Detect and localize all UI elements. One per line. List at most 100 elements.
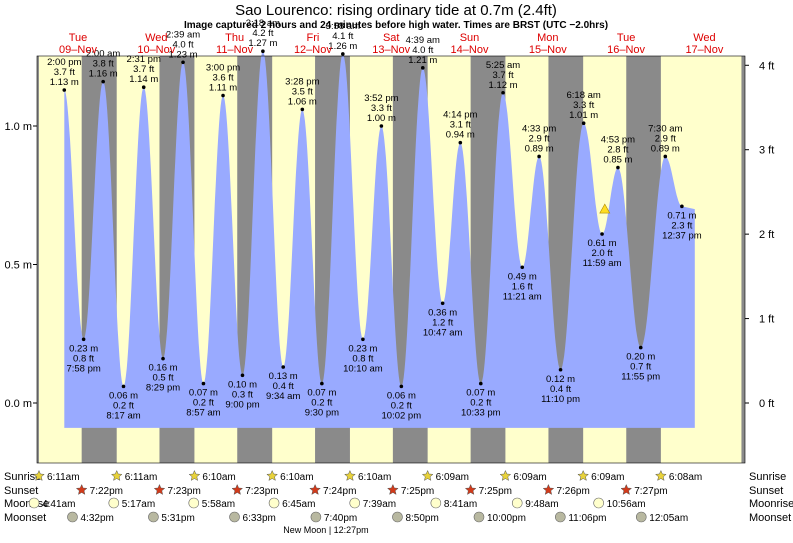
- tide-point: [361, 337, 365, 342]
- sunset-star-icon: [75, 483, 88, 495]
- day-date: 11–Nov: [216, 44, 254, 56]
- tide-label-line: 10:10 am: [343, 363, 383, 374]
- tide-label-line: 0.8 ft: [73, 353, 94, 364]
- day-date: 14–Nov: [451, 44, 489, 56]
- tide-label-line: 1.16 m: [89, 69, 118, 80]
- tide-label-line: 1.13 m: [50, 77, 79, 88]
- tide-label-line: 10:47 am: [423, 327, 463, 338]
- tide-point: [181, 60, 185, 65]
- tide-point: [520, 265, 525, 270]
- moonrise-moon-icon: [188, 497, 200, 509]
- tide-label-line: 10:02 pm: [382, 410, 422, 421]
- tide-point: [600, 232, 604, 236]
- tide-label-line: 0.07 m: [466, 388, 495, 399]
- y-right-tick-label: 0 ft: [759, 398, 774, 410]
- tide-label-line: 0.2 ft: [113, 400, 134, 411]
- sunset-star-icon: [620, 483, 633, 495]
- tide-point: [141, 85, 146, 90]
- sunset-star-icon: [464, 483, 477, 495]
- tide-point: [616, 165, 620, 170]
- tide-label-line: 0.2 ft: [470, 398, 491, 409]
- moonset-moon-icon: [67, 511, 78, 523]
- moonrise-time: 10:56am: [607, 499, 646, 510]
- tide-label-line: 4:33 pm: [522, 123, 556, 134]
- tide-point: [420, 66, 425, 70]
- moonset-moon-icon: [229, 511, 240, 523]
- tide-label-line: 4.1 ft: [332, 31, 353, 42]
- moonset-time: 7:40pm: [324, 513, 357, 524]
- tide-label-line: 3.3 ft: [371, 103, 392, 114]
- tide-label-line: 2.8 ft: [607, 145, 628, 156]
- moonset-time: 5:31pm: [161, 513, 194, 524]
- sunset-time: 7:25pm: [401, 486, 434, 497]
- tide-label-line: 2:39 am: [166, 29, 200, 40]
- tide-label-line: 3.7 ft: [492, 70, 513, 81]
- tide-point: [201, 381, 206, 386]
- tide-point: [501, 90, 505, 95]
- y-left-tick-label: 0.5 m: [4, 260, 32, 272]
- moonset-moon-icon: [310, 511, 322, 523]
- tide-label-line: 2:00 am: [86, 49, 120, 60]
- tide-label-line: 4:14 pm: [443, 110, 477, 121]
- sunset-time: 7:24pm: [323, 486, 356, 497]
- tide-label-line: 0.13 m: [269, 371, 298, 382]
- tide-label-line: 4.0 ft: [172, 39, 193, 50]
- sunrise-time: 6:10am: [358, 472, 391, 483]
- tide-label-line: 0.94 m: [446, 130, 475, 141]
- moonset-row-label: Moonset: [4, 512, 46, 524]
- moonrise-time: 7:39am: [363, 499, 396, 510]
- tide-label-line: 11:21 am: [503, 291, 542, 302]
- sunrise-time: 6:09am: [436, 472, 469, 483]
- tide-label-line: 11:59 am: [583, 258, 622, 269]
- day-weekday: Tue: [617, 32, 636, 44]
- tide-label-line: 0.89 m: [525, 143, 554, 154]
- tide-point: [440, 301, 445, 306]
- tide-point: [62, 88, 67, 92]
- tide-label-line: 1.2 ft: [432, 317, 453, 328]
- tide-point: [300, 107, 305, 112]
- tide-label-line: 0.85 m: [603, 155, 632, 166]
- day-date: 09–Nov: [59, 44, 97, 56]
- sunset-time: 7:25pm: [479, 486, 512, 497]
- sunset-time: 7:23pm: [167, 486, 200, 497]
- tide-label-line: 0.06 m: [387, 390, 416, 401]
- sunset-time: 7:22pm: [90, 486, 123, 497]
- tide-label-line: 0.2 ft: [311, 398, 332, 409]
- tide-label-line: 4.2 ft: [252, 28, 273, 39]
- tide-point: [638, 345, 643, 350]
- plot-frame: [36, 55, 746, 464]
- y-right-tick-label: 4 ft: [759, 60, 774, 72]
- moonset-moon-icon: [473, 511, 485, 523]
- tide-point: [458, 140, 463, 145]
- sunset-star-icon: [231, 483, 244, 495]
- tide-label-line: 3.8 ft: [93, 59, 114, 70]
- sunset-row-label: Sunset: [4, 485, 38, 497]
- moonset-time: 8:50pm: [405, 513, 438, 524]
- y-left-tick-label: 0.0 m: [4, 398, 32, 410]
- tide-label-line: 11:10 pm: [541, 394, 580, 405]
- tide-label-line: 0.89 m: [651, 143, 680, 154]
- day-weekday: Sat: [383, 32, 400, 44]
- tide-label-line: 0.49 m: [508, 271, 537, 282]
- tide-label-line: 1.21 m: [408, 55, 437, 66]
- moonset-time: 10:00pm: [487, 513, 526, 524]
- moonrise-time: 5:17am: [122, 499, 155, 510]
- tide-label-line: 0.10 m: [228, 379, 257, 390]
- sunrise-time: 6:09am: [513, 472, 546, 483]
- tide-label-line: 3:18 am: [246, 18, 280, 29]
- tide-label-line: 3.6 ft: [212, 73, 233, 84]
- sunset-time: 7:26pm: [556, 486, 589, 497]
- tide-label-line: 7:30 am: [648, 123, 682, 134]
- tide-label-line: 0.07 m: [307, 388, 336, 399]
- tide-label-line: 4:39 am: [406, 35, 440, 46]
- sunrise-time: 6:11am: [125, 472, 158, 483]
- tide-label-line: 0.36 m: [428, 307, 457, 318]
- tide-point: [221, 93, 225, 98]
- day-date: 13–Nov: [372, 44, 410, 56]
- tide-point: [281, 365, 286, 369]
- sunrise-time: 6:09am: [591, 472, 624, 483]
- day-date: 10–Nov: [137, 44, 175, 56]
- moonset-time: 12:05am: [649, 513, 688, 524]
- tide-label-line: 0.71 m: [667, 210, 696, 221]
